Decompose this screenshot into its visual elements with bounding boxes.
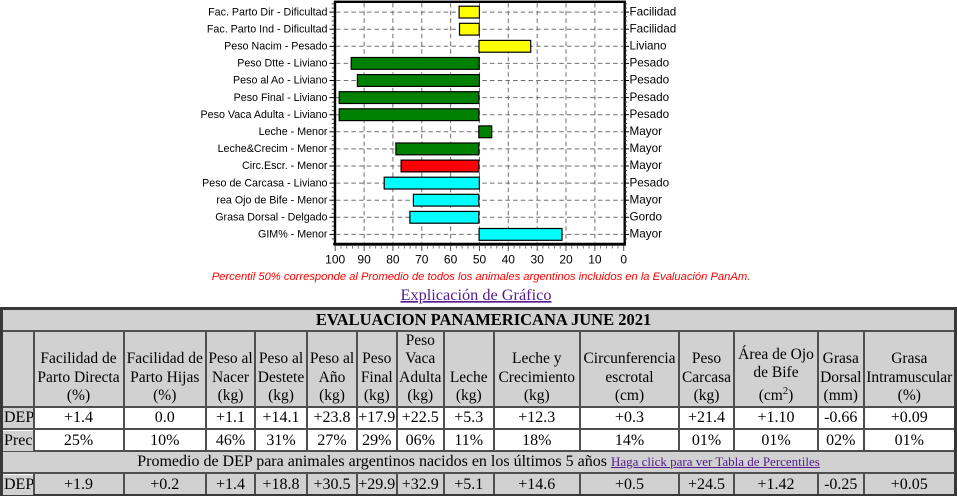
svg-text:Pesado: Pesado — [630, 176, 670, 189]
svg-text:10: 10 — [588, 253, 602, 267]
svg-text:Fac. Parto Ind - Dificultad: Fac. Parto Ind - Dificultad — [207, 23, 328, 35]
svg-text:80: 80 — [386, 253, 400, 267]
svg-text:90: 90 — [357, 253, 371, 267]
svg-text:100: 100 — [325, 253, 345, 267]
svg-text:Fac. Parto Dir - Dificultad: Fac. Parto Dir - Dificultad — [208, 6, 327, 18]
svg-text:20: 20 — [559, 253, 573, 267]
svg-text:Percentil 50% corresponde al P: Percentil 50% corresponde al Promedio de… — [212, 271, 751, 283]
svg-text:Peso Final - Liviano: Peso Final - Liviano — [234, 92, 328, 104]
svg-text:Peso Dtte - Liviano: Peso Dtte - Liviano — [237, 58, 327, 70]
svg-text:70: 70 — [415, 253, 429, 267]
svg-text:Explicación de Gráfico: Explicación de Gráfico — [401, 285, 552, 304]
svg-text:0: 0 — [620, 253, 627, 267]
svg-text:Pesado: Pesado — [630, 74, 670, 87]
svg-text:Leche&Crecim - Menor: Leche&Crecim - Menor — [218, 143, 328, 155]
svg-text:Mayor: Mayor — [630, 228, 663, 241]
svg-text:Mayor: Mayor — [630, 159, 663, 172]
svg-text:Mayor: Mayor — [630, 142, 663, 155]
svg-text:Mayor: Mayor — [630, 193, 663, 206]
svg-text:60: 60 — [444, 253, 458, 267]
svg-text:Peso al Ao - Liviano: Peso al Ao - Liviano — [233, 75, 328, 87]
svg-text:Pesado: Pesado — [630, 108, 670, 121]
svg-text:Liviano: Liviano — [630, 40, 668, 53]
svg-text:Facilidad: Facilidad — [630, 22, 677, 35]
svg-text:Pesado: Pesado — [630, 57, 670, 70]
svg-text:Circ.Escr. - Menor: Circ.Escr. - Menor — [242, 160, 328, 172]
svg-text:40: 40 — [502, 253, 516, 267]
svg-text:Leche - Menor: Leche - Menor — [259, 126, 328, 138]
svg-text:Facilidad: Facilidad — [630, 5, 677, 18]
svg-text:Mayor: Mayor — [630, 125, 663, 138]
svg-text:Grasa Dorsal - Delgado: Grasa Dorsal - Delgado — [215, 212, 327, 224]
svg-text:Peso de Carcasa - Liviano: Peso de Carcasa - Liviano — [202, 177, 327, 189]
svg-text:GIM% - Menor: GIM% - Menor — [258, 229, 328, 241]
svg-text:30: 30 — [531, 253, 545, 267]
svg-text:Peso Vaca Adulta - Liviano: Peso Vaca Adulta - Liviano — [201, 109, 328, 121]
svg-text:50: 50 — [473, 253, 487, 267]
svg-text:Peso Nacim - Pesado: Peso Nacim - Pesado — [224, 41, 327, 53]
svg-text:rea Ojo de Bife - Menor: rea Ojo de Bife - Menor — [216, 194, 328, 206]
svg-text:Pesado: Pesado — [630, 91, 670, 104]
svg-text:Gordo: Gordo — [630, 211, 663, 224]
